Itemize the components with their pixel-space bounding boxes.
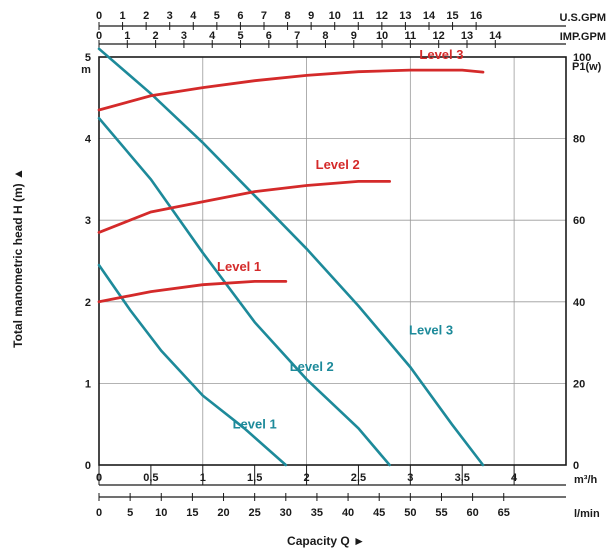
lmin-tick-label: 40 (342, 507, 354, 519)
y2-tick-label: 20 (573, 378, 585, 390)
usgpm-tick-label: 10 (329, 10, 341, 22)
usgpm-tick-label: 6 (237, 10, 243, 22)
plot-frame (98, 56, 567, 466)
lmin-tick-label: 5 (127, 507, 133, 519)
usgpm-tick-label: 2 (143, 10, 149, 22)
impgpm-tick-label: 14 (489, 30, 502, 42)
impgpm-tick-label: 4 (209, 30, 216, 42)
usgpm-tick-label: 8 (285, 10, 291, 22)
power-curve-level-3 (97, 68, 485, 112)
power-curve-label-level-3: Level 3 (419, 47, 463, 62)
lmin-unit-label: l/min (574, 508, 600, 520)
impgpm-tick-label: 3 (181, 30, 187, 42)
lmin-tick-label: 45 (373, 507, 385, 519)
impgpm-tick-label: 0 (96, 30, 102, 42)
usgpm-tick-label: 1 (120, 10, 126, 22)
impgpm-tick-label: 10 (376, 30, 388, 42)
m3h-tick-label: 3,5 (455, 472, 470, 484)
y-tick-label: 3 (85, 215, 91, 227)
lmin-tick-label: 0 (96, 507, 102, 519)
power-curve-label-level-2: Level 2 (316, 157, 360, 172)
y-tick-label: 1 (85, 378, 91, 390)
impgpm-tick-label: 6 (266, 30, 272, 42)
head-curve-level-3 (97, 47, 485, 467)
lmin-tick-label: 25 (249, 507, 261, 519)
usgpm-tick-label: 9 (308, 10, 314, 22)
usgpm-tick-label: 0 (96, 10, 102, 22)
m3h-unit-label: m³/h (574, 474, 598, 486)
impgpm-tick-label: 12 (433, 30, 445, 42)
impgpm-tick-label: 13 (461, 30, 473, 42)
impgpm-tick-label: 9 (351, 30, 357, 42)
head-curve-level-1 (97, 263, 288, 467)
y-tick-label: 0 (85, 460, 91, 472)
m3h-tick-label: 4 (511, 472, 518, 484)
y-tick-label: 4 (85, 134, 92, 146)
m3h-tick-label: 0 (96, 472, 102, 484)
usgpm-unit-label: U.S.GPM (560, 12, 606, 24)
impgpm-unit-label: IMP.GPM (560, 31, 606, 43)
lmin-tick-label: 15 (186, 507, 198, 519)
m3h-tick-label: 0,5 (143, 472, 158, 484)
usgpm-tick-label: 13 (399, 10, 411, 22)
lmin-tick-label: 20 (217, 507, 229, 519)
m3h-tick-label: 1 (200, 472, 206, 484)
y-axis-title: Total manometric head H (m) ▲ (11, 168, 25, 348)
usgpm-tick-label: 11 (352, 10, 364, 22)
impgpm-tick-label: 1 (124, 30, 130, 42)
power-curve-level-1 (97, 280, 288, 304)
impgpm-tick-label: 8 (322, 30, 328, 42)
y2-tick-label: 100 (573, 52, 591, 64)
usgpm-tick-label: 5 (214, 10, 220, 22)
head-curve-level-2 (97, 116, 391, 467)
y2-tick-label: 40 (573, 297, 585, 309)
x-axis-title: Capacity Q ► (287, 534, 365, 548)
m3h-tick-label: 1,5 (247, 472, 262, 484)
impgpm-tick-label: 11 (405, 30, 417, 42)
usgpm-tick-label: 7 (261, 10, 267, 22)
head-curve-label-level-1: Level 1 (233, 416, 277, 431)
lmin-tick-label: 35 (311, 507, 323, 519)
lmin-tick-label: 60 (466, 507, 478, 519)
usgpm-tick-label: 12 (376, 10, 388, 22)
usgpm-tick-label: 3 (167, 10, 173, 22)
usgpm-tick-label: 16 (470, 10, 482, 22)
lmin-tick-label: 55 (435, 507, 447, 519)
m3h-tick-label: 2 (303, 472, 309, 484)
m3h-tick-label: 3 (407, 472, 413, 484)
impgpm-tick-label: 2 (153, 30, 159, 42)
m3h-tick-label: 2,5 (351, 472, 366, 484)
head-curve-label-level-2: Level 2 (290, 359, 334, 374)
y-tick-label: 2 (85, 297, 91, 309)
y2-tick-label: 80 (573, 134, 585, 146)
power-curve-level-2 (97, 180, 391, 234)
usgpm-tick-label: 4 (190, 10, 197, 22)
lmin-tick-label: 10 (155, 507, 167, 519)
impgpm-tick-label: 5 (237, 30, 243, 42)
usgpm-tick-label: 15 (446, 10, 458, 22)
y2-unit-label: P1(w) (572, 61, 602, 73)
lmin-tick-label: 30 (280, 507, 292, 519)
head-curve-label-level-3: Level 3 (409, 322, 453, 337)
y2-tick-label: 0 (573, 460, 579, 472)
impgpm-tick-label: 7 (294, 30, 300, 42)
lmin-tick-label: 65 (498, 507, 510, 519)
y2-tick-label: 60 (573, 215, 585, 227)
y-tick-label: 5 (85, 52, 91, 64)
y-unit-label: m (81, 64, 91, 76)
lmin-tick-label: 50 (404, 507, 416, 519)
usgpm-tick-label: 14 (423, 10, 436, 22)
power-curve-label-level-1: Level 1 (217, 259, 261, 274)
